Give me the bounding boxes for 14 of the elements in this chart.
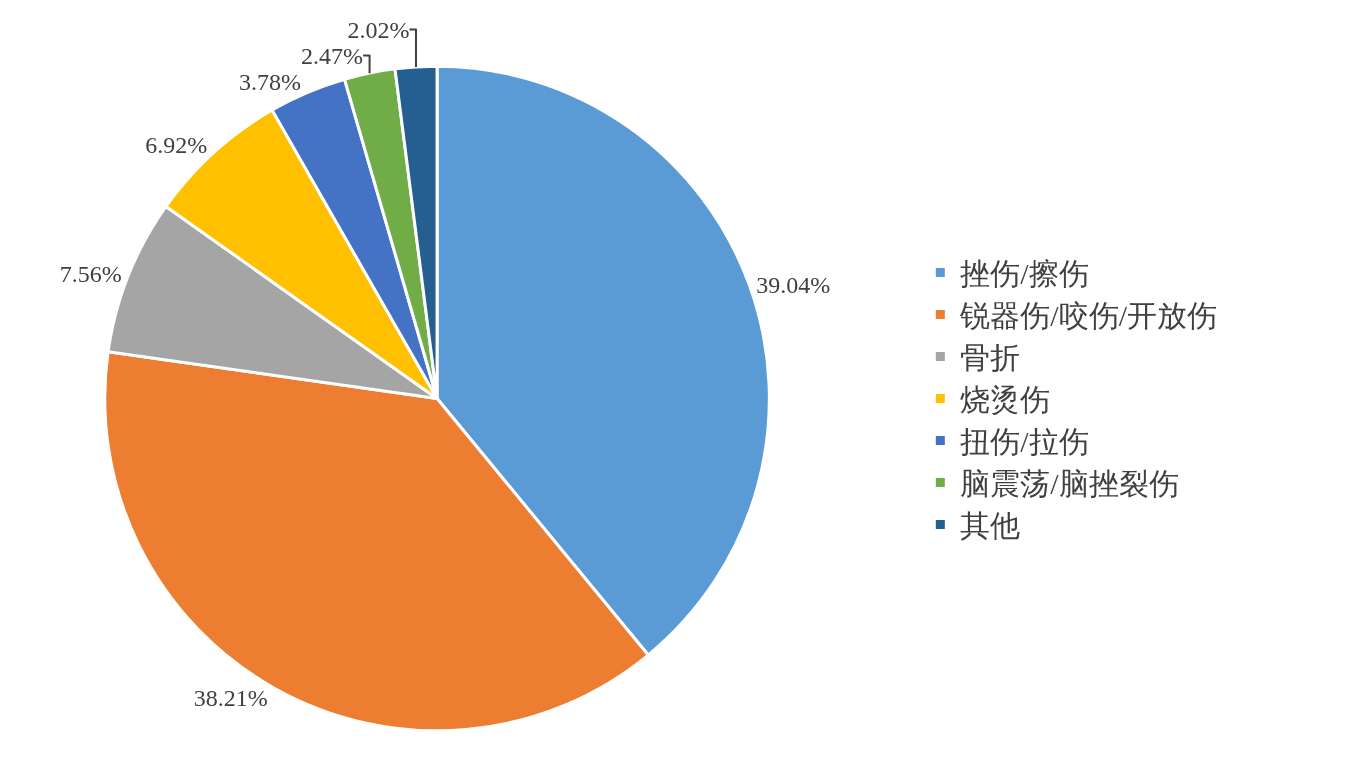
legend-label: 扭伤/拉伤 bbox=[960, 425, 1089, 459]
data-label: 2.02% bbox=[347, 16, 410, 43]
data-label: 38.21% bbox=[193, 685, 268, 712]
data-label: 3.78% bbox=[238, 68, 301, 95]
legend-label: 挫伤/擦伤 bbox=[960, 257, 1089, 291]
legend-label: 脑震荡/脑挫裂伤 bbox=[960, 467, 1179, 501]
legend-label: 锐器伤/咬伤/开放伤 bbox=[959, 299, 1217, 333]
data-label: 7.56% bbox=[59, 260, 122, 287]
data-label: 39.04% bbox=[756, 271, 831, 298]
data-label: 2.47% bbox=[301, 42, 364, 69]
data-label: 6.92% bbox=[145, 132, 208, 159]
legend-label: 烧烫伤 bbox=[960, 383, 1051, 417]
legend-label: 骨折 bbox=[960, 341, 1021, 375]
legend-label: 其他 bbox=[960, 509, 1021, 543]
